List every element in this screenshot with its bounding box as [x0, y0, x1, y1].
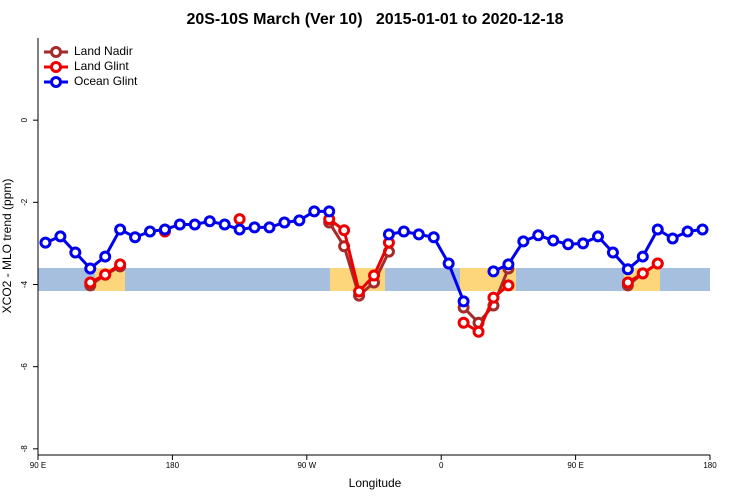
point — [427, 231, 440, 244]
point — [233, 213, 246, 226]
point — [666, 232, 679, 245]
point — [487, 265, 500, 278]
point — [472, 325, 485, 338]
point — [54, 230, 67, 243]
point — [487, 291, 500, 304]
legend-marker — [50, 46, 62, 58]
point — [532, 229, 545, 242]
point — [592, 230, 604, 243]
legend-marker — [50, 61, 62, 73]
point — [99, 250, 112, 263]
point — [218, 218, 231, 231]
y-tick-label: -6 — [20, 363, 29, 371]
y-tick-label: -2 — [20, 198, 29, 206]
point — [368, 269, 380, 282]
point — [353, 285, 366, 298]
x-tick-label: 0 — [439, 461, 444, 470]
point — [547, 234, 560, 247]
point — [651, 257, 664, 270]
point — [621, 263, 634, 276]
point — [457, 316, 470, 329]
legend-label: Land Nadir — [74, 44, 133, 58]
point — [278, 216, 291, 229]
point — [636, 267, 649, 280]
point — [382, 228, 395, 241]
point — [144, 225, 156, 238]
point — [323, 205, 336, 218]
point — [203, 215, 216, 228]
legend-label: Ocean Glint — [74, 74, 138, 88]
legend-label: Land Glint — [74, 59, 129, 73]
y-tick-label: -8 — [20, 445, 29, 453]
point — [577, 237, 590, 250]
x-tick-label: 90 E — [567, 461, 583, 470]
point — [517, 235, 530, 248]
point — [158, 223, 171, 236]
x-axis-label: Longitude — [349, 476, 402, 490]
point — [397, 225, 410, 238]
point — [696, 223, 709, 236]
legend-marker — [50, 76, 62, 88]
x-tick-label: 90 E — [30, 461, 46, 470]
point — [562, 238, 575, 251]
x-tick-label: 180 — [703, 461, 717, 470]
point — [606, 246, 619, 259]
point — [84, 276, 97, 289]
point — [84, 262, 97, 275]
x-tick-label: 180 — [166, 461, 180, 470]
point — [129, 231, 142, 244]
point — [442, 257, 455, 270]
point — [457, 295, 470, 308]
series-line — [462, 284, 510, 334]
point — [39, 236, 52, 249]
point — [338, 224, 351, 237]
point — [293, 214, 306, 227]
point — [636, 250, 649, 263]
point — [188, 218, 201, 231]
point — [233, 223, 246, 236]
point — [69, 246, 82, 259]
y-tick-label: 0 — [20, 117, 29, 122]
point — [651, 223, 664, 236]
point — [99, 268, 112, 281]
point — [173, 218, 186, 231]
point — [114, 258, 127, 271]
point — [248, 221, 261, 234]
point — [681, 225, 694, 238]
point — [621, 276, 634, 289]
point — [263, 221, 276, 234]
y-axis-label: XCO2 - MLO trend (ppm) — [0, 179, 14, 314]
point — [502, 258, 515, 271]
chart-title: 20S-10S March (Ver 10) 2015-01-01 to 202… — [186, 11, 563, 28]
y-tick-label: -4 — [20, 280, 29, 288]
point — [308, 205, 321, 218]
x-tick-label: 90 W — [297, 461, 316, 470]
point — [412, 228, 425, 241]
point — [114, 223, 127, 236]
point — [502, 279, 515, 292]
